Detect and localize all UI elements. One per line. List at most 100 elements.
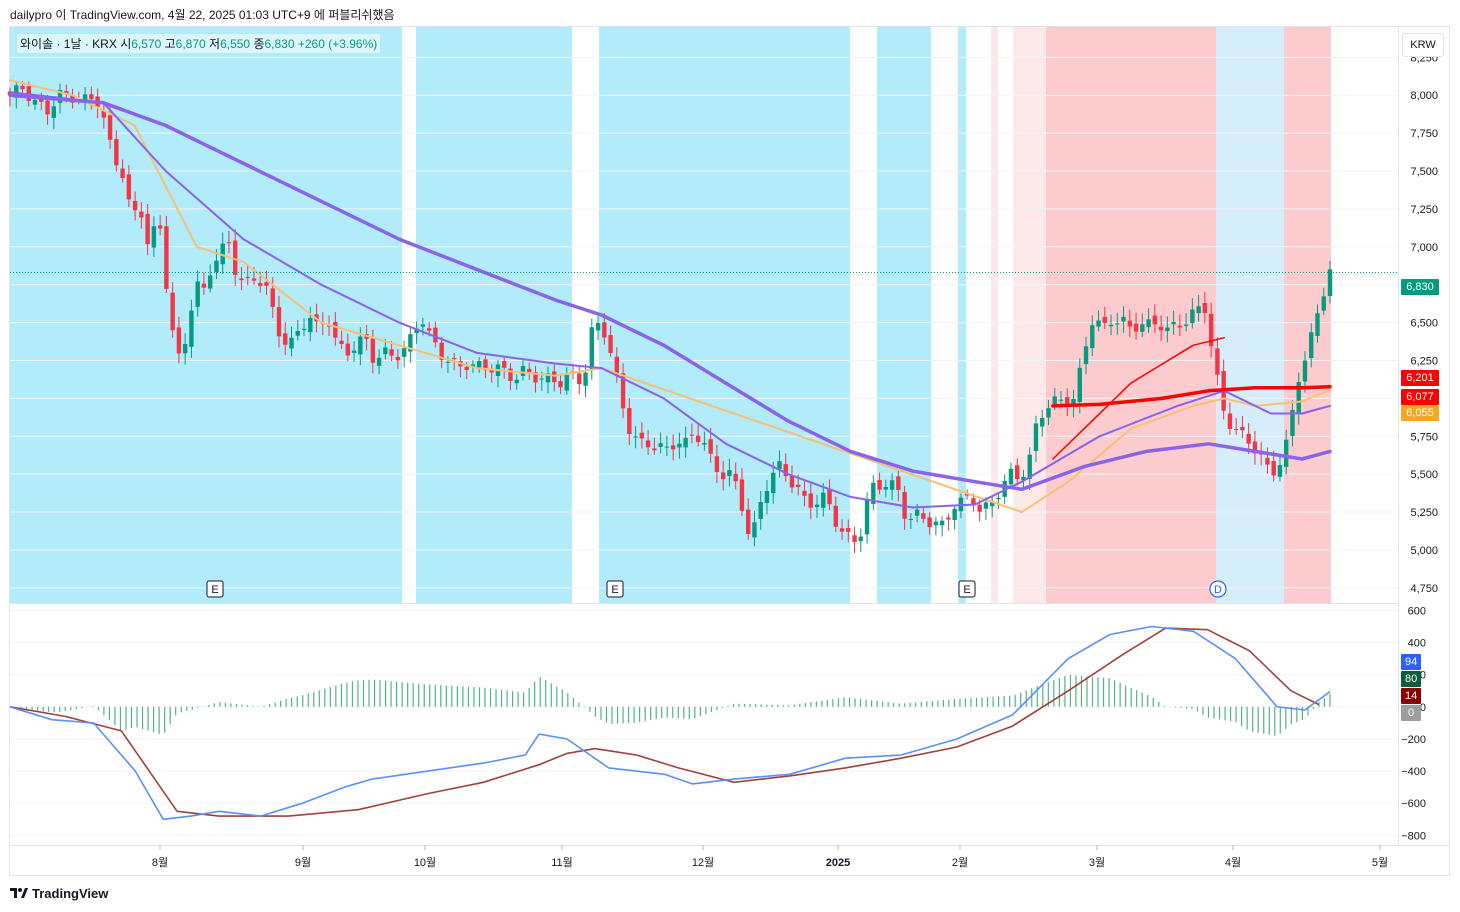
brand-label: TradingView [32, 886, 109, 901]
candle-body [821, 492, 826, 508]
tradingview-logo[interactable]: TradingView [10, 886, 108, 901]
ma-red-line [1051, 384, 1332, 408]
dividend-marker [1209, 580, 1227, 598]
candle-body [1215, 348, 1220, 375]
candle-body [101, 110, 107, 118]
macd-line [9, 625, 1331, 821]
candle-body [946, 517, 951, 520]
candle-body [195, 281, 200, 307]
candle-body [107, 115, 113, 140]
ma-long-purple-line [8, 93, 1332, 492]
candle-body [383, 347, 388, 355]
candle-body [89, 94, 94, 100]
candle-body [1146, 319, 1151, 328]
candle-body [545, 373, 551, 383]
candle-body [702, 443, 707, 445]
candle-body [558, 381, 563, 388]
candle-body [289, 337, 294, 349]
candle-body [689, 434, 695, 436]
candle-body [883, 486, 889, 490]
candle-body [345, 343, 351, 356]
earnings-marker [206, 580, 224, 598]
candle-body [989, 501, 995, 507]
candle-body [489, 368, 494, 373]
candle-body [871, 482, 876, 504]
candle-body [7, 91, 13, 96]
candle-body [564, 375, 569, 391]
candle-body [889, 480, 895, 490]
candle-body [708, 439, 713, 454]
high-value: 6,870 [175, 37, 206, 51]
regime-band [1046, 27, 1216, 603]
candle-body [389, 349, 394, 356]
candle-body [1121, 316, 1126, 322]
regime-band [1284, 27, 1331, 603]
candle-body [1277, 465, 1283, 477]
candle-body [739, 479, 745, 511]
earnings-marker-label: E [211, 584, 218, 596]
osc-tick-label: −600 [1401, 798, 1426, 810]
osc-value-label: 80 [1401, 671, 1422, 687]
candle-body [1202, 303, 1208, 314]
candle-body [745, 509, 751, 534]
candle-body [533, 372, 538, 383]
candle-body [827, 489, 832, 505]
candle-body [283, 333, 288, 345]
candle-body [126, 174, 132, 200]
candle-body [401, 348, 407, 357]
open-value: 6,570 [131, 37, 162, 51]
candle-body [170, 292, 175, 331]
candle-body [1077, 367, 1082, 403]
candle-body [996, 497, 1001, 500]
candle-body [727, 470, 732, 477]
candle-body [251, 278, 257, 281]
candle-body [1027, 454, 1032, 479]
candle-body [914, 509, 920, 516]
candle-body [608, 335, 613, 353]
currency-button[interactable]: KRW [1402, 33, 1444, 57]
candle-body [176, 327, 182, 354]
candle-body [796, 484, 801, 488]
candle-body [1058, 399, 1064, 401]
publish-note: dailypro 이 TradingView.com, 4월 22, 2025 … [10, 8, 395, 22]
osc-tick-label: −800 [1401, 830, 1426, 842]
signal-line [9, 627, 1320, 817]
symbol-legend: 와이솔 · 1날 · KRX 시6,570 고6,870 저6,550 종6,8… [17, 34, 381, 53]
osc-tick-label: −400 [1401, 766, 1426, 778]
candle-body [1309, 332, 1314, 359]
candle-body [295, 330, 300, 336]
price-label: 6,830 [1401, 279, 1439, 295]
candle-body [620, 373, 626, 409]
candle-body [802, 490, 807, 496]
candle-body [639, 432, 645, 439]
candle-body [333, 321, 338, 338]
candle-body [420, 324, 426, 327]
candle-body [1096, 320, 1101, 327]
candle-body [1065, 397, 1070, 407]
osc-tick-label: 400 [1408, 638, 1426, 650]
candle-body [476, 361, 482, 369]
candle-body [652, 448, 657, 451]
candle-body [839, 528, 845, 532]
candle-body [414, 328, 419, 334]
candle-body [264, 282, 269, 286]
candle-body [1171, 322, 1176, 325]
price-tick-label: 8,000 [1410, 90, 1438, 102]
candle-body [276, 307, 282, 337]
candle-body [182, 343, 188, 354]
time-tick-label: 3월 [1089, 856, 1105, 869]
osc-value-label: 94 [1401, 654, 1422, 670]
candle-body [1177, 325, 1183, 328]
candle-body [1158, 326, 1164, 331]
candle-body [971, 498, 976, 505]
time-tick-label: 8월 [152, 856, 168, 869]
time-tick-label: 10월 [414, 856, 436, 869]
candle-body [595, 322, 601, 331]
osc-tick-label: 600 [1408, 605, 1426, 617]
candle-body [239, 278, 244, 281]
candle-body [720, 472, 726, 480]
candle-body [64, 91, 69, 94]
regime-band [991, 27, 998, 603]
candle-body [1190, 309, 1195, 324]
